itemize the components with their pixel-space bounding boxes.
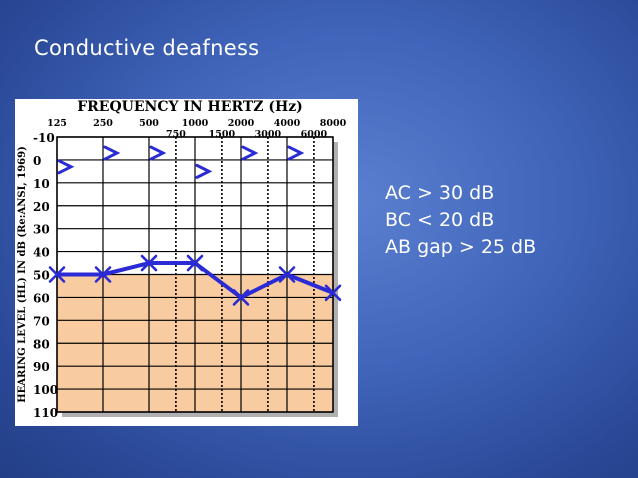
y-tick-label: 80 — [33, 337, 50, 351]
slide-title: Conductive deafness — [34, 36, 260, 60]
finding-bc: BC < 20 dB — [385, 209, 495, 231]
y-tick-label: 20 — [33, 200, 50, 214]
y-tick-label: 100 — [33, 383, 58, 397]
x-tick-label-mid: 3000 — [255, 129, 282, 140]
x-tick-label: 8000 — [320, 118, 347, 129]
bone-conduction-point — [149, 145, 167, 161]
x-tick-label-mid: 750 — [166, 129, 186, 140]
audiogram-chart: FREQUENCY IN HERTZ (Hz) 125 250 500 1000 2000… — [15, 99, 358, 426]
findings-list: AC > 30 dB BC < 20 dB AB gap > 25 dB — [385, 180, 536, 261]
y-axis-label: HEARING LEVEL (HL) IN dB (Re:ANSI, 1969) — [17, 146, 28, 403]
y-tick-label: 10 — [33, 177, 50, 191]
y-tick-label: 110 — [33, 406, 58, 420]
x-tick-label: 4000 — [274, 118, 301, 129]
x-tick-label: 500 — [139, 118, 159, 129]
bone-conduction-point — [103, 145, 121, 161]
x-tick-label: 1000 — [182, 118, 209, 129]
y-tick-label: -10 — [33, 131, 55, 145]
y-tick-label: 0 — [33, 154, 41, 168]
finding-ab-gap: AB gap > 25 dB — [385, 236, 537, 258]
y-tick-label: 40 — [33, 246, 50, 260]
y-tick-label: 90 — [33, 360, 50, 374]
audiogram-svg: FREQUENCY IN HERTZ (Hz)125 250 500 1000 2000… — [17, 99, 347, 420]
chart-title: FREQUENCY IN HERTZ (Hz) — [77, 99, 303, 115]
y-tick-label: 50 — [33, 269, 50, 283]
air-conduction-point — [232, 289, 250, 306]
air-conduction-point — [48, 266, 66, 283]
x-tick-label: 125 — [47, 118, 67, 129]
air-conduction-point — [186, 254, 204, 272]
x-tick-label-mid: 1500 — [209, 129, 236, 140]
x-tick-label-mid: 6000 — [301, 129, 328, 140]
air-conduction-point — [324, 284, 342, 302]
air-conduction-point — [94, 266, 112, 283]
bone-conduction-point — [195, 163, 213, 179]
air-conduction-point — [278, 266, 296, 283]
bone-conduction-point — [287, 145, 305, 161]
bone-conduction-point — [241, 145, 259, 161]
x-tick-label: 250 — [93, 118, 113, 129]
bone-conduction-point — [57, 159, 75, 175]
air-conduction-point — [140, 254, 158, 272]
y-tick-label: 30 — [33, 223, 50, 237]
y-tick-label: 60 — [33, 291, 50, 305]
finding-ac: AC > 30 dB — [385, 182, 495, 204]
x-tick-label: 2000 — [228, 118, 255, 129]
y-tick-label: 70 — [33, 314, 50, 328]
